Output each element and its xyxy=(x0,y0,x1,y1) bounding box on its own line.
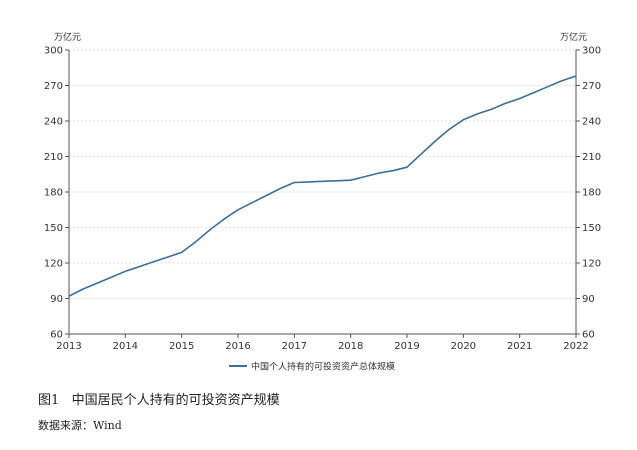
tick-labels: 60 60 90 90 120 120 150 150 180 180 210 210 240 240 27… xyxy=(44,46,601,353)
x-tick-label: 2020 xyxy=(451,341,476,352)
y-axis-unit-left: 万亿元 xyxy=(54,31,81,43)
x-tick-label: 2019 xyxy=(394,341,419,352)
y-tick-label-left: 150 xyxy=(44,223,63,234)
series-line-0 xyxy=(68,75,577,297)
y-tick-label-right: 240 xyxy=(582,117,601,128)
x-tick-label: 2018 xyxy=(338,341,363,352)
y-tick-label-right: 180 xyxy=(582,188,601,199)
y-tick-label-right: 210 xyxy=(582,152,601,163)
series-group xyxy=(68,75,577,297)
y-tick-label-right: 150 xyxy=(582,223,601,234)
y-tick-label-right: 300 xyxy=(582,46,601,57)
y-tick-label-left: 300 xyxy=(44,46,63,57)
y-tick-label-left: 60 xyxy=(50,330,63,341)
y-tick-label-right: 120 xyxy=(582,259,601,270)
x-tick-label: 2021 xyxy=(507,341,532,352)
y-tick-label-right: 90 xyxy=(582,294,595,305)
chart: 60 60 90 90 120 120 150 150 180 180 210 210 240 240 27… xyxy=(44,31,601,373)
legend-label: 中国个人持有的可投资资产总体规模 xyxy=(251,361,395,373)
y-tick-label-left: 90 xyxy=(50,294,63,305)
grid-lines xyxy=(69,49,576,299)
axes xyxy=(65,49,580,338)
x-tick-label: 2014 xyxy=(113,341,138,352)
y-tick-label-right: 270 xyxy=(582,81,601,92)
y-tick-label-left: 210 xyxy=(44,152,63,163)
data-source: 数据来源：Wind xyxy=(38,419,122,432)
x-tick-label: 2013 xyxy=(56,341,81,352)
x-tick-label: 2017 xyxy=(282,341,307,352)
x-tick-label: 2015 xyxy=(169,341,194,352)
y-tick-label-left: 270 xyxy=(44,81,63,92)
y-tick-label-left: 120 xyxy=(44,259,63,270)
figure-caption: 图1 中国居民个人持有的可投资资产规模 xyxy=(38,393,280,408)
legend: 中国个人持有的可投资资产总体规模 xyxy=(229,361,395,373)
y-tick-label-right: 60 xyxy=(582,330,595,341)
y-axis-unit-right: 万亿元 xyxy=(560,31,587,43)
x-tick-label: 2022 xyxy=(563,341,588,352)
y-tick-label-left: 240 xyxy=(44,117,63,128)
x-tick-label: 2016 xyxy=(225,341,250,352)
y-tick-label-left: 180 xyxy=(44,188,63,199)
